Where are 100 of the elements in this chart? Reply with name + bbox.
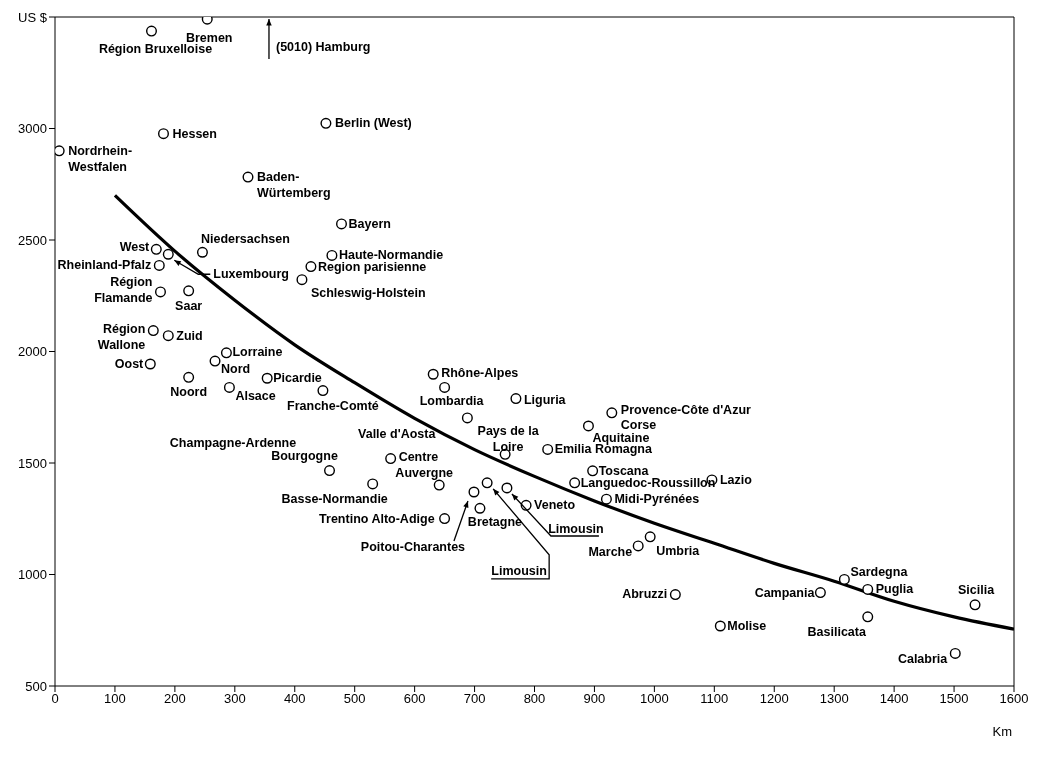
annotation: Puglia [875,582,915,597]
annotation: Oost [114,356,145,371]
y-tick-label: 2500 [18,232,47,248]
point [582,420,594,432]
annotation: Molise [727,619,767,634]
x-axis-title: Km [992,724,1012,739]
annotation: Alsace [235,389,276,404]
annotation: Pays de la Loire [477,424,540,455]
point [150,243,162,255]
annotation: Languedoc-Roussillon [580,475,716,490]
point [183,371,195,383]
point [183,285,195,297]
x-tick-label: 800 [523,691,546,707]
annotation: Lombardia [419,394,485,409]
annotation: Région Wallone [97,321,146,352]
point [814,587,826,599]
annotation: Midi-Pyrénées [614,492,700,507]
annotation: Campania [754,585,816,600]
annotation: Liguria [523,392,567,407]
x-tick-label: 1400 [879,691,909,707]
annotation: Rhône-Alpes [441,366,519,381]
annotation: Picardie [273,371,322,386]
annotation: Bourgogne [271,448,338,463]
annotation: Sardegna [850,565,909,580]
point [501,482,513,494]
point [481,477,493,489]
point [305,261,317,273]
x-tick-label: 1300 [819,691,849,707]
point [324,465,336,477]
x-tick-label: 500 [343,691,366,707]
annotation: Lorraine [232,344,283,359]
annotation: Champagne-Ardenne [169,436,297,451]
annotation: Lazio [719,472,753,487]
x-tick-label: 900 [583,691,606,707]
point [433,479,445,491]
annotation: Limousin [491,563,547,578]
x-tick-label: 0 [51,691,59,707]
point [587,465,599,477]
annotation: West [119,240,151,255]
point [146,25,157,37]
annotation: Nordrhein-Westfalen [68,143,133,174]
point [367,478,379,490]
x-tick-label: 1600 [999,691,1029,707]
annotation: Trentino Alto-Adige [319,511,435,526]
annotation: Veneto [534,498,576,513]
point [969,599,981,611]
annotation: Sicilia [957,582,996,597]
annotation: (5010) Hamburg [275,40,371,54]
annotation: Basse-Normandie [281,491,388,506]
annotation: Schleswig-Holstein [310,285,426,300]
annotation: Provence-Côte d'Azur [620,402,752,417]
annotation: Berlin (West) [334,116,412,131]
point [385,453,397,465]
annotation: Région Flamande [94,274,153,305]
point [242,171,254,183]
point [669,589,681,601]
x-tick-label: 1500 [939,691,969,707]
annotation: Toscana [598,463,650,478]
annotation: Umbria [656,543,701,558]
point [600,493,612,505]
point [838,573,850,585]
point [632,540,644,552]
y-tick-label: 1500 [18,455,47,471]
annotation: Poitou-Charantes [360,539,466,554]
x-tick-label: 700 [463,691,486,707]
annotation: Auvergne [395,466,454,481]
annotation: Bretagne [467,515,523,530]
x-tick-label: 600 [403,691,426,707]
annotation: Aquitaine [592,430,650,445]
point [336,218,347,230]
point [326,249,338,261]
annotation: Marche [588,544,633,559]
point [474,502,486,514]
annotation: Rheinland-Pfalz [57,258,152,273]
annotation: Centre [398,449,439,464]
annotation: Calabria [897,652,949,667]
point [153,259,165,271]
point [154,286,166,298]
point [468,486,480,498]
y-tick-label: US $ [18,9,48,25]
point [196,246,208,258]
annotation: Saar [175,298,203,313]
point [461,412,473,424]
x-tick-label: 200 [164,691,186,707]
annotation: Noord [170,385,208,400]
annotation: Luxembourg [213,267,289,282]
point [439,513,451,525]
point [320,117,332,129]
x-tick-label: 1100 [700,691,729,707]
y-tick-label: 2000 [18,344,47,360]
point [542,443,554,455]
annotation: Niedersachsen [200,232,290,247]
x-tick-label: 100 [104,691,126,707]
annotation: Zuid [176,328,203,343]
point [261,372,273,384]
x-tick-label: 400 [283,691,306,707]
x-tick-label: 1000 [639,691,669,707]
point [144,358,156,370]
x-tick-label: 1200 [759,691,789,707]
y-tick-label: 1000 [18,567,47,583]
